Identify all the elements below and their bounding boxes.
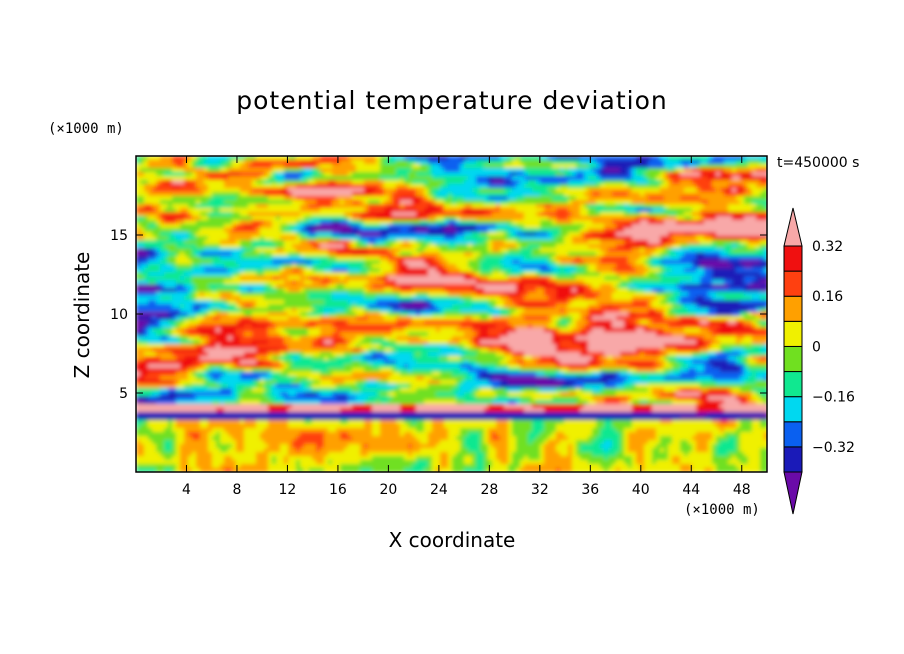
x-axis-label: X coordinate (388, 528, 516, 552)
x-tick-label: 28 (480, 482, 498, 498)
colorbar-band (783, 245, 803, 272)
y-tick-label: 15 (110, 228, 128, 244)
x-tick-label: 32 (531, 482, 549, 498)
x-tick-label: 8 (232, 482, 241, 498)
colorbar-band (783, 446, 803, 473)
x-axis-ticks: 4 8 12 16 20 24 28 32 36 40 44 48 (182, 156, 751, 498)
colorbar-band (783, 295, 803, 322)
y-tick-label: 10 (110, 307, 128, 323)
colorbar-band (783, 396, 803, 423)
colorbar-band (783, 320, 803, 347)
x-axis-unit: (×1000 m) (684, 502, 760, 518)
colorbar-label: −0.16 (812, 390, 855, 406)
x-tick-label: 20 (379, 482, 397, 498)
colorbar-label: 0.16 (812, 289, 843, 305)
colorbar-extend-max (783, 207, 803, 247)
y-tick-label: 5 (119, 386, 128, 402)
time-label: t=450000 s (777, 155, 860, 171)
x-tick-label: 16 (329, 482, 347, 498)
x-tick-label: 4 (182, 482, 191, 498)
colorbar-label: 0 (812, 339, 821, 355)
x-tick-label: 40 (632, 482, 650, 498)
colorbar-band (783, 421, 803, 448)
x-tick-label: 24 (430, 482, 448, 498)
x-tick-label: 12 (279, 482, 297, 498)
x-tick-label: 48 (733, 482, 751, 498)
chart-title: potential temperature deviation (236, 86, 668, 115)
y-axis-ticks: 5 10 15 (110, 228, 767, 402)
colorbar-label: −0.32 (812, 440, 855, 456)
colorbar: 0.32 0.16 0 −0.16 −0.32 (783, 207, 855, 515)
colorbar-band (783, 270, 803, 297)
heatmap-field (136, 156, 767, 472)
x-tick-label: 44 (682, 482, 700, 498)
colorbar-label: 0.32 (812, 239, 843, 255)
x-tick-label: 36 (581, 482, 599, 498)
colorbar-extend-min (783, 471, 803, 515)
y-axis-unit: (×1000 m) (48, 121, 124, 137)
colorbar-band (783, 371, 803, 398)
colorbar-band (783, 345, 803, 373)
